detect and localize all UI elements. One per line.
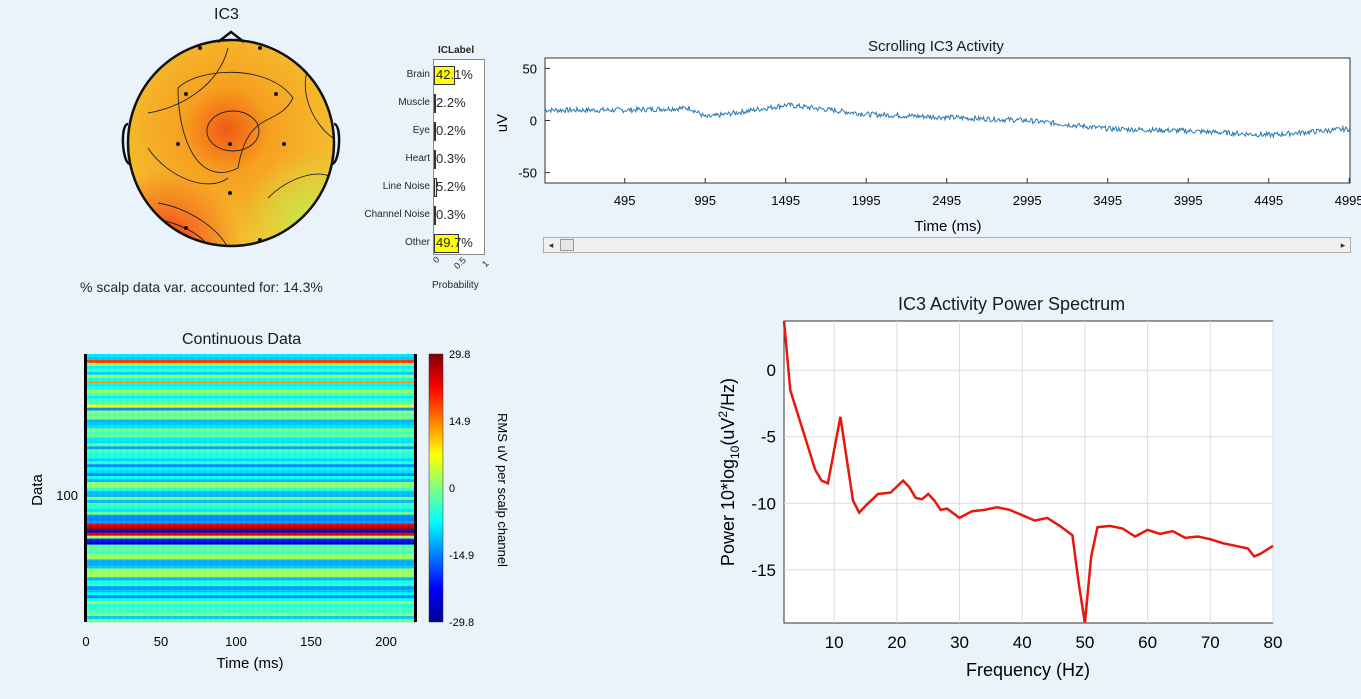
spectrum-ylabel: Power 10*log10(uV2/Hz) xyxy=(716,378,742,566)
iclabel-value: 0.2% xyxy=(436,123,466,138)
colorbar-tick-label: 29.8 xyxy=(449,350,470,361)
colorbar-tick-label: 14.9 xyxy=(449,416,470,428)
scrollbar-thumb[interactable] xyxy=(560,239,574,251)
spectrum-ytick-label: -15 xyxy=(751,561,776,580)
scroll-xtick-label: 2495 xyxy=(932,193,961,208)
spectrum-xtick-label: 30 xyxy=(950,633,969,652)
spectrum-xtick-label: 10 xyxy=(825,633,844,652)
iclabel-xtick-1: 1 xyxy=(480,258,491,269)
scroll-xtick-label: 1995 xyxy=(852,193,881,208)
scroll-activity-plot: 50 0 -50 495 995 1495 1995 2495 2995 3495 3995 4495… xyxy=(488,56,1361,238)
scroll-ylabel: uV xyxy=(494,114,511,132)
continuous-xtick-label: 0 xyxy=(82,634,89,649)
scroll-title: Scrolling IC3 Activity xyxy=(868,38,1004,55)
scroll-xtick-label: 3995 xyxy=(1174,193,1203,208)
scroll-xtick-label: 4995 xyxy=(1335,193,1361,208)
scroll-xlabel: Time (ms) xyxy=(915,218,982,235)
iclabel-class-name: Line Noise xyxy=(383,181,430,192)
spectrum-xtick-label: 40 xyxy=(1013,633,1032,652)
time-scrollbar[interactable]: ◂ ▸ xyxy=(543,237,1351,253)
spectrum-xtick-label: 70 xyxy=(1201,633,1220,652)
iclabel-class-names: Brain Muscle Eye Heart Line Noise Channel Noi… xyxy=(340,59,430,255)
scroll-ytick-label: 50 xyxy=(523,61,537,76)
scroll-xtick-label: 1495 xyxy=(771,193,800,208)
iclabel-value: 5.2% xyxy=(436,179,466,194)
power-spectrum-plot: 10 20 30 40 50 60 70 80 0 -5 -10 -15 Frequency (Hz)… xyxy=(700,312,1300,687)
iclabel-class-name: Muscle xyxy=(398,97,430,108)
iclabel-xtick-0: 0 xyxy=(431,254,442,265)
iclabel-class-name: Brain xyxy=(407,69,430,80)
spectrum-xlabel: Frequency (Hz) xyxy=(966,660,1090,680)
iclabel-value: 0.3% xyxy=(436,151,466,166)
colorbar xyxy=(429,354,443,622)
scroll-xtick-label: 2995 xyxy=(1013,193,1042,208)
iclabel-class-name: Channel Noise xyxy=(364,209,430,220)
continuous-xtick-label: 100 xyxy=(225,634,247,649)
colorbar-tick-label: 0 xyxy=(449,483,455,495)
scroll-xtick-label: 495 xyxy=(614,193,636,208)
iclabel-class-name: Eye xyxy=(413,125,430,136)
scroll-xtick-label: 995 xyxy=(694,193,716,208)
scroll-left-arrow-icon[interactable]: ◂ xyxy=(544,238,558,252)
spectrum-ytick-label: -10 xyxy=(751,494,776,513)
colorbar-label: RMS uV per scalp channel xyxy=(495,413,510,567)
topo-title: IC3 xyxy=(214,6,239,24)
variance-text: % scalp data var. accounted for: 14.3% xyxy=(80,279,323,295)
iclabel-value: 2.2% xyxy=(436,95,466,110)
iclabel-value: 42.1% xyxy=(436,67,473,82)
scroll-xtick-label: 3495 xyxy=(1093,193,1122,208)
scalp-topography-map xyxy=(118,28,344,254)
continuous-xtick-label: 150 xyxy=(300,634,322,649)
scroll-ytick-label: 0 xyxy=(530,114,537,129)
continuous-title: Continuous Data xyxy=(182,331,301,349)
spectrum-xtick-label: 50 xyxy=(1075,633,1094,652)
scroll-right-arrow-icon[interactable]: ▸ xyxy=(1336,238,1350,252)
continuous-xtick-label: 50 xyxy=(154,634,168,649)
spectrum-xtick-label: 20 xyxy=(887,633,906,652)
colorbar-tick-label: -14.9 xyxy=(449,550,474,562)
spectrum-ytick-label: 0 xyxy=(767,361,776,380)
iclabel-class-name: Heart xyxy=(406,153,430,164)
colorbar-tick-label: -29.8 xyxy=(449,617,474,629)
iclabel-value: 49.7% xyxy=(436,235,473,250)
iclabel-xtick-05: 0.5 xyxy=(452,255,468,271)
continuous-xlabel: Time (ms) xyxy=(217,655,284,672)
iclabel-xlabel: Probability xyxy=(432,280,479,291)
continuous-xtick-label: 200 xyxy=(375,634,397,649)
scroll-ytick-label: -50 xyxy=(518,166,537,181)
continuous-ytick-label: 100 xyxy=(56,488,78,503)
spectrum-ytick-label: -5 xyxy=(761,428,776,447)
iclabel-class-name: Other xyxy=(405,237,430,248)
scroll-xtick-label: 4495 xyxy=(1254,193,1283,208)
iclabel-bar-chart: 42.1% 2.2% 0.2% 0.3% 5.2% 0.3% 49.7% xyxy=(433,59,485,255)
continuous-ylabel: Data xyxy=(29,474,46,506)
iclabel-value: 0.3% xyxy=(436,207,466,222)
spectrum-xtick-label: 60 xyxy=(1138,633,1157,652)
iclabel-title: ICLabel xyxy=(438,45,474,56)
spectrum-xtick-label: 80 xyxy=(1264,633,1283,652)
